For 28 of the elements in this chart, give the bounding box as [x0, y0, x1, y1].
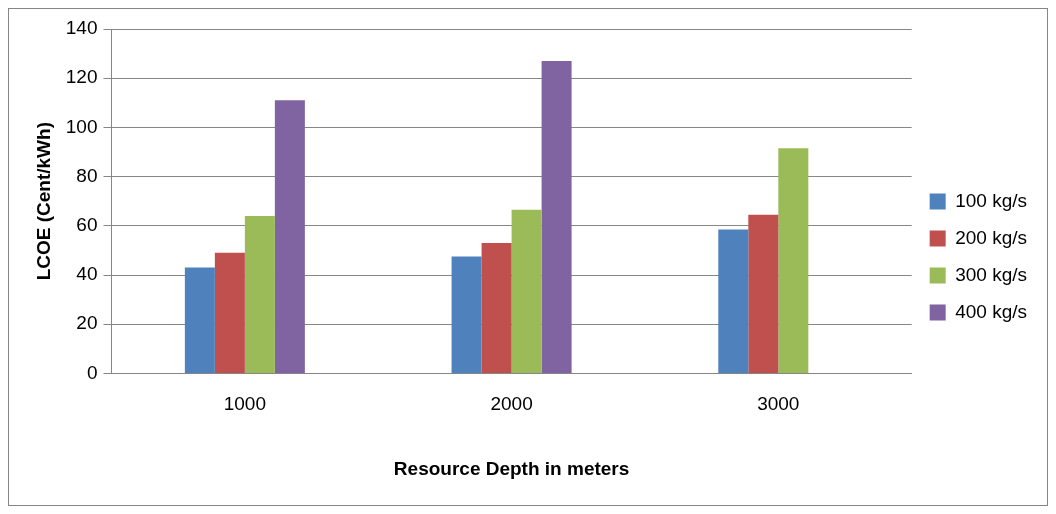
- y-tick-label: 140: [65, 17, 98, 39]
- legend-label: 100 kg/s: [955, 189, 1027, 211]
- bar: [541, 60, 572, 373]
- bar: [778, 148, 809, 373]
- y-tick-label: 20: [76, 312, 98, 334]
- y-tick-label: 120: [65, 66, 98, 88]
- y-tick-label: 60: [76, 214, 98, 236]
- x-tick-label: 1000: [223, 393, 266, 415]
- bar: [451, 256, 482, 373]
- bar: [748, 214, 779, 373]
- bar: [481, 243, 512, 373]
- bar: [184, 267, 215, 373]
- x-axis-title: Resource Depth in meters: [393, 457, 630, 479]
- x-tick-label: 3000: [757, 393, 800, 415]
- y-axis-title: LCOE (Cent/kWh): [32, 122, 54, 281]
- legend-label: 200 kg/s: [955, 226, 1027, 248]
- y-tick-label: 80: [76, 164, 98, 186]
- bar: [718, 229, 749, 373]
- bar: [511, 209, 542, 373]
- legend-label: 400 kg/s: [955, 300, 1027, 322]
- bar: [244, 215, 275, 373]
- bar: [274, 100, 305, 373]
- x-tick-label: 2000: [490, 393, 533, 415]
- y-tick-label: 100: [65, 115, 98, 137]
- legend-label: 300 kg/s: [955, 263, 1027, 285]
- y-tick-label: 0: [86, 361, 98, 383]
- bar: [214, 252, 245, 373]
- y-tick-label: 40: [76, 263, 98, 285]
